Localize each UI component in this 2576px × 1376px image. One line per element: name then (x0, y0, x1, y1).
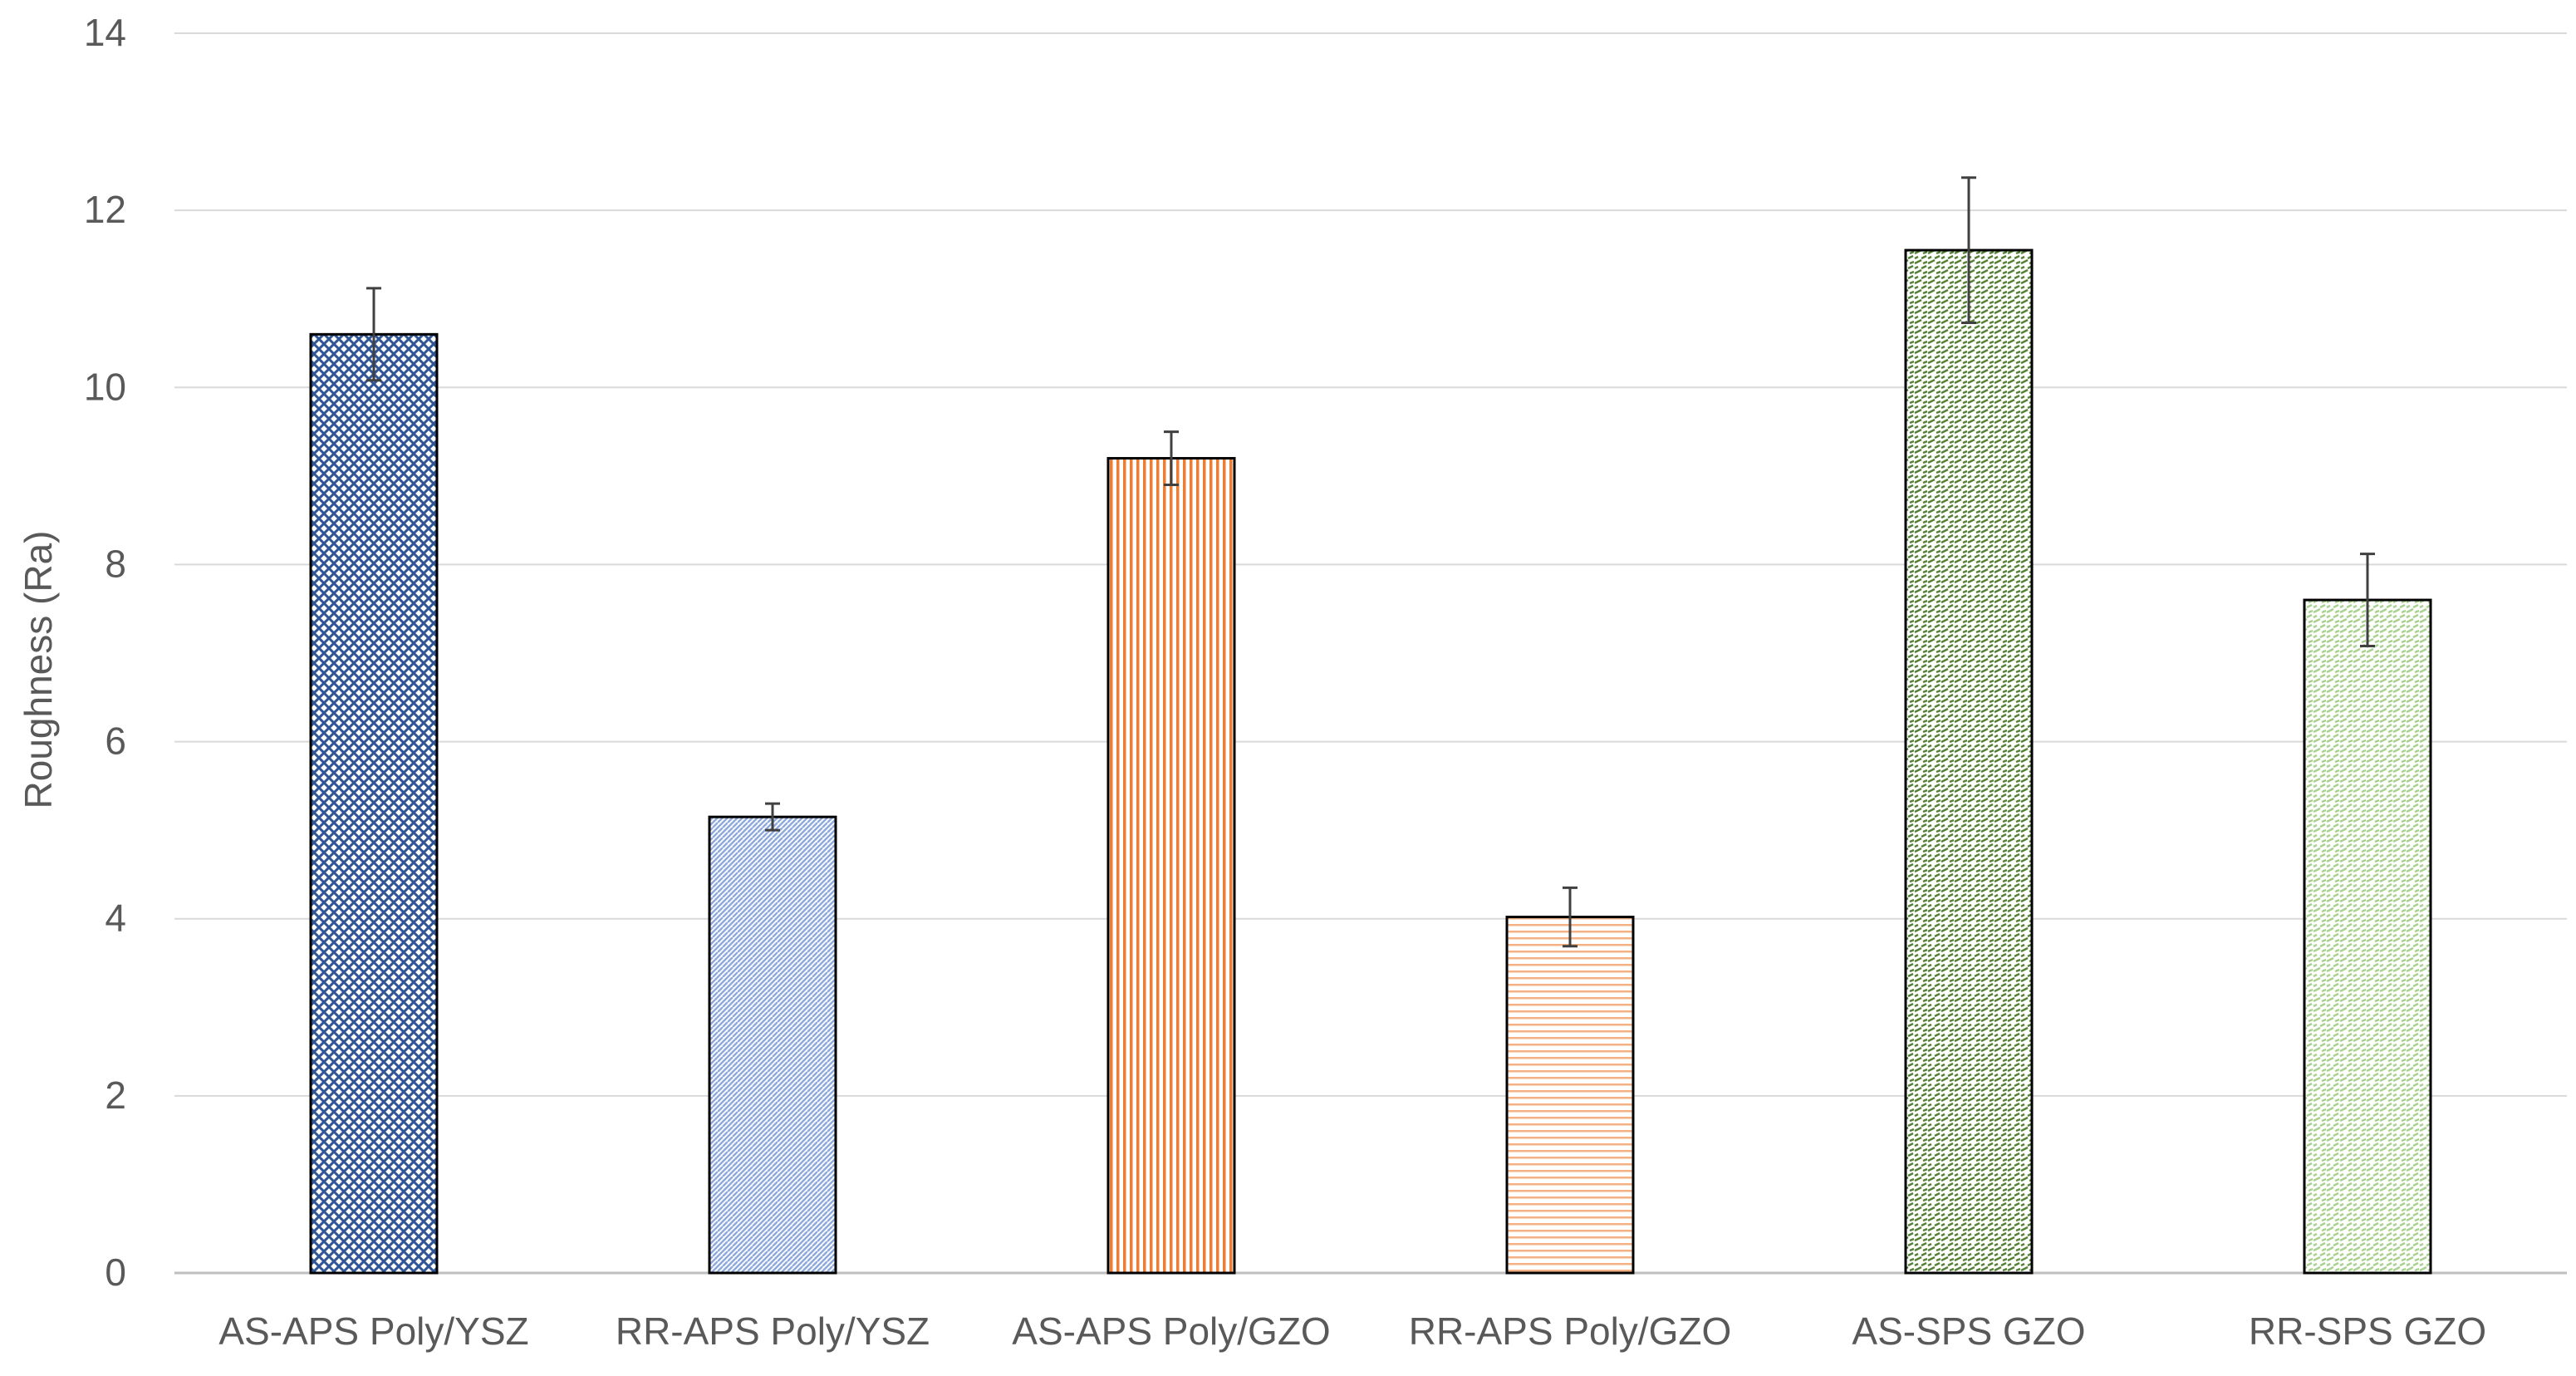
y-tick-label: 8 (105, 542, 126, 585)
error-bar (765, 802, 780, 832)
y-tick-label: 2 (105, 1074, 126, 1117)
x-tick-label: RR-APS Poly/YSZ (616, 1310, 930, 1353)
y-tick-label: 6 (105, 720, 126, 763)
x-tick-label: AS-APS Poly/YSZ (218, 1310, 528, 1353)
x-tick-label: RR-APS Poly/GZO (1409, 1310, 1732, 1353)
error-bar (2360, 553, 2375, 647)
error-bar (1164, 430, 1179, 487)
x-tick-labels: AS-APS Poly/YSZ RR-APS Poly/YSZ AS-APS Pol… (218, 1310, 2486, 1353)
y-tick-label: 10 (84, 365, 126, 408)
y-tick-labels: 0 2 4 6 8 10 12 14 (84, 11, 126, 1294)
bar (708, 815, 837, 1275)
bar (1106, 457, 1236, 1275)
error-bar (1563, 886, 1577, 948)
error-bar (366, 287, 381, 382)
bars (309, 248, 2432, 1275)
gridlines (174, 32, 2567, 1275)
y-tick-label: 14 (84, 11, 126, 54)
bar (1904, 248, 2034, 1275)
bar (2303, 598, 2432, 1275)
x-tick-label: RR-SPS GZO (2249, 1310, 2486, 1353)
y-tick-label: 4 (105, 897, 126, 940)
y-tick-label: 0 (105, 1251, 126, 1294)
x-tick-label: AS-SPS GZO (1852, 1310, 2085, 1353)
y-axis-title: Roughness (Ra) (17, 531, 60, 809)
x-tick-label: AS-APS Poly/GZO (1012, 1310, 1330, 1353)
bar (309, 332, 439, 1275)
y-tick-label: 12 (84, 188, 126, 231)
error-bar (1961, 176, 1976, 324)
bar (1505, 916, 1635, 1275)
error-bars (366, 176, 2375, 948)
